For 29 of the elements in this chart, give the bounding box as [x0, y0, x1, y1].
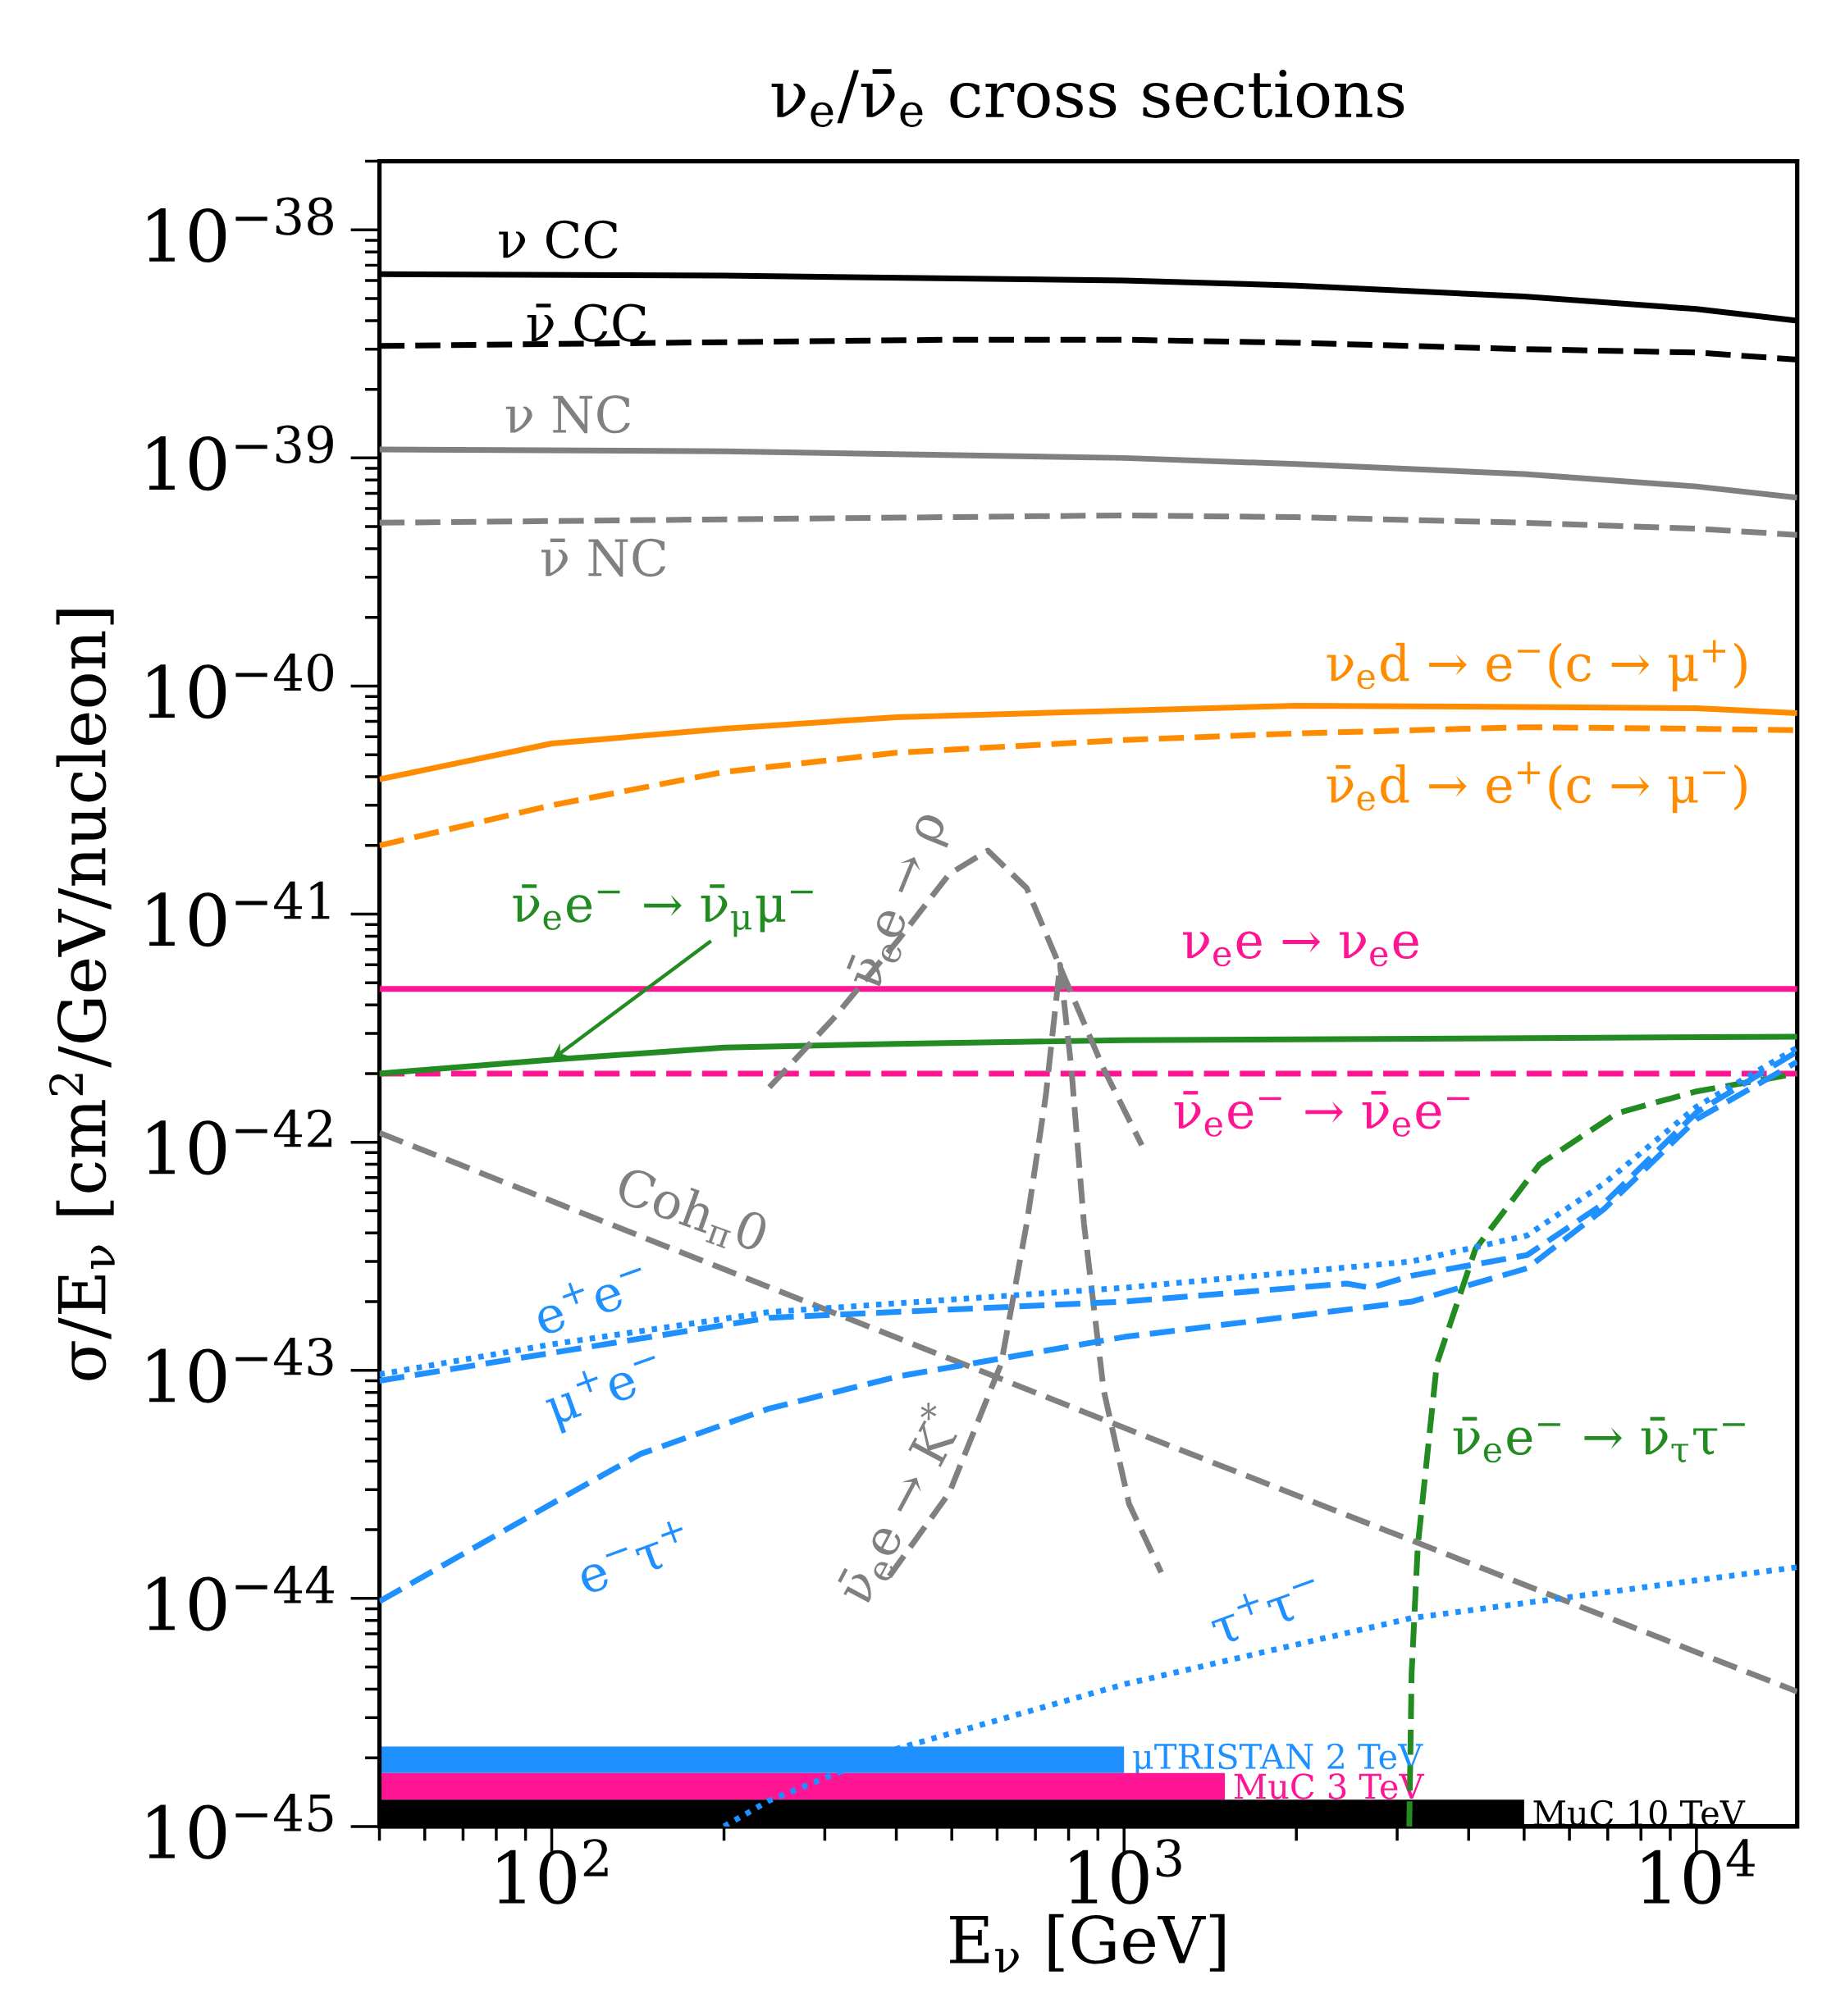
y-tick-label: 10$^{−45}$ [148, 1794, 333, 1859]
series-label: ν̄$_{e}$e$^{−}$ → ν̄$_{τ}$τ$^{−}$ [1453, 1416, 1745, 1463]
x-tick-label: 10$^{2}$ [498, 1839, 608, 1904]
y-tick-label: 10$^{−38}$ [148, 197, 333, 263]
chart-title: ν$_{e}$/ν̄$_{e}$ cross sections [771, 69, 1404, 127]
text: Coh$_{π}$0 [619, 1170, 766, 1250]
legend-label: ν CC [499, 220, 618, 259]
series-label: ν̄ NC [541, 538, 666, 577]
y-axis-title: σ/E$_{ν}$ [cm$^{2}$/GeV/nucleon] [49, 609, 115, 1380]
x-tick-label: 10$^{3}$ [1070, 1839, 1181, 1904]
series-label: ν̄$_{e}$d → e$^{+}$(c → μ$^{−}$) [1327, 761, 1747, 814]
y-tick-label: 10$^{−40}$ [148, 653, 333, 719]
x-tick-label: 10$^{4}$ [1642, 1839, 1755, 1904]
y-tick-label: 10$^{−44}$ [148, 1566, 334, 1631]
series-label: ν NC [505, 395, 630, 434]
x-axis-title: E$_{ν}$ [GeV] [950, 1913, 1225, 1973]
series-label: ν$_{e}$e → ν$_{e}$e [1183, 931, 1418, 967]
series-label: ν$_{e}$d → e$^{−}$(c → μ$^{+}$) [1327, 640, 1747, 691]
series-label: ν̄ CC [527, 303, 646, 342]
text: e$^{−}$τ$^{+}$ [582, 1521, 683, 1592]
y-tick-label: 10$^{−39}$ [148, 425, 333, 491]
y-tick-label: 10$^{−43}$ [148, 1337, 333, 1403]
text: τ$^{+}$τ$^{−}$ [1211, 1579, 1314, 1642]
y-tick-label: 10$^{−42}$ [148, 1109, 332, 1175]
y-tick-label: 10$^{−41}$ [148, 881, 330, 947]
text: ν̄$_{e}$e$^{−}$ → ν̄$_{μ}$μ$^{−}$ [513, 884, 813, 937]
text: μ$^{+}$e$^{−}$ [546, 1355, 655, 1434]
text: e$^{+}$e$^{−}$ [538, 1267, 642, 1334]
series-label: ν̄$_{e}$e$^{−}$ → ν̄$_{e}$e$^{−}$ [1174, 1091, 1469, 1137]
